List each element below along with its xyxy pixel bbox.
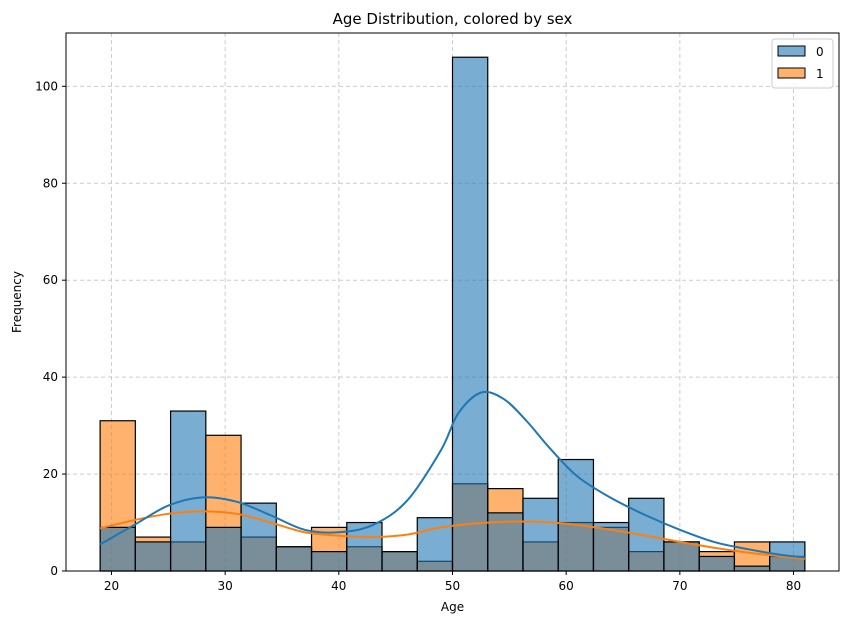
legend-label-series-1: 1 <box>816 67 824 81</box>
x-tick-label: 80 <box>786 579 801 593</box>
bar-series-0 <box>698 555 736 572</box>
legend-swatch-series-1 <box>777 67 806 79</box>
bar-series-0 <box>381 551 418 572</box>
kde-curve-series-1 <box>99 510 806 560</box>
bar-series-0 <box>205 526 242 572</box>
legend: 01 <box>771 38 834 89</box>
bar-series-0 <box>451 56 489 572</box>
x-tick-label: 60 <box>559 579 574 593</box>
bar-series-0 <box>663 541 700 572</box>
kde-curve-series-0 <box>99 390 806 559</box>
y-tick-label: 100 <box>35 79 58 93</box>
bar-series-0 <box>275 546 313 572</box>
bar-series-0 <box>310 551 348 572</box>
y-axis-label: Frequency <box>10 271 24 333</box>
x-tick-label: 20 <box>104 579 119 593</box>
bar-series-0 <box>240 502 277 572</box>
legend-swatch-series-0 <box>777 45 806 57</box>
x-tick-label: 30 <box>218 579 233 593</box>
y-tick-label: 20 <box>43 467 58 481</box>
bar-series-0 <box>522 497 559 572</box>
y-tick-label: 40 <box>43 370 58 384</box>
x-tick-label: 50 <box>445 579 460 593</box>
y-tick-label: 60 <box>43 273 58 287</box>
kde-layer <box>99 390 806 560</box>
bars-layer <box>99 56 806 572</box>
legend-label-series-0: 0 <box>816 45 824 59</box>
bar-series-0 <box>733 565 771 572</box>
bar-series-0 <box>134 541 172 572</box>
x-tick-label: 70 <box>672 579 687 593</box>
axes-layer: 20 30 40 50 60 70 80 0 20 40 60 80 100 <box>35 32 840 593</box>
chart-title: Age Distribution, colored by sex <box>333 10 573 28</box>
bar-series-0 <box>169 410 207 572</box>
x-axis-label: Age <box>441 600 464 614</box>
x-tick-label: 40 <box>331 579 346 593</box>
y-tick-label: 80 <box>43 176 58 190</box>
y-tick-label: 0 <box>50 564 58 578</box>
